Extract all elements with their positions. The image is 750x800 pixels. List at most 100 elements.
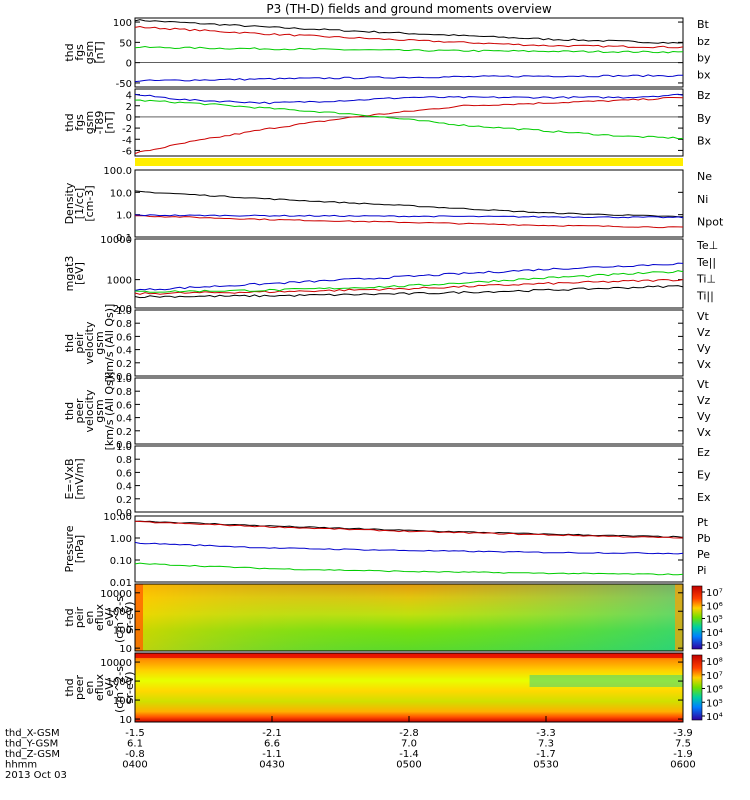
y-tick-label: 0.4: [116, 346, 132, 357]
y-tick-label: 0.0: [116, 440, 132, 451]
y-axis-label: en: [83, 611, 96, 625]
panel-3: 100.0 10.0 1.0 0.1 Density[1/cc][cm-3] Ne Ni Np…: [63, 166, 724, 244]
colorbar-tick-label: 10⁶: [706, 685, 723, 696]
panel-frame: [134, 583, 684, 652]
series-Bx: [134, 93, 684, 105]
y-axis-label: -T89: [93, 111, 106, 135]
y-tick-label: 1.0: [116, 442, 132, 453]
colorbar-9: [691, 585, 703, 650]
y-tick-label: 1.00: [110, 534, 132, 545]
y-axis-label: Pressure: [63, 525, 76, 572]
y-tick-label: -4: [122, 135, 132, 146]
legend-Pt: Pt: [697, 516, 709, 529]
y-tick-label: 0.01: [110, 578, 132, 589]
panel-10: 10⁸ 10⁷ 10⁶ 10⁵ 10⁴ 10000 1000 100 10 thdpeerenef…: [63, 652, 723, 726]
y-axis-label: eflux: [93, 603, 106, 631]
y-tick-label: 0.6: [116, 332, 132, 343]
legend-Vy: Vy: [697, 342, 711, 355]
x-tick-label: -3.3: [536, 728, 556, 739]
y-axis-label: eV/: [103, 678, 116, 696]
y-axis-label: fgs: [73, 44, 86, 61]
y-tick-label: 100: [113, 18, 132, 29]
legend-Ti⊥: Ti⊥: [696, 273, 716, 286]
colorbar-tick-label: 10⁴: [706, 628, 723, 639]
y-axis-label: en: [83, 681, 96, 695]
y-axis-label: peer: [73, 675, 86, 701]
y-tick-label: 10: [119, 715, 132, 726]
y-tick-label: 0.6: [116, 468, 132, 479]
y-axis-label: eflux: [93, 673, 106, 701]
x-tick-label: 0430: [259, 760, 284, 771]
y-tick-label: 0.8: [116, 319, 132, 330]
y-tick-label: 0.6: [116, 400, 132, 411]
colorbar-10: [691, 654, 703, 721]
x-tick-label: 6.1: [127, 739, 143, 750]
panel-7: 1.0 0.8 0.6 0.4 0.2 0.0 E=-VxB[mV/m] Ez Ey Ex: [63, 442, 711, 519]
legend-Vy: Vy: [697, 410, 711, 423]
y-axis-label: Density: [63, 182, 76, 224]
x-tick-label: -1.5: [125, 728, 145, 739]
colorbar-tick-label: 10⁷: [706, 671, 723, 682]
y-axis-label: thd: [63, 113, 76, 131]
y-tick-label: 10000: [100, 235, 132, 246]
series-Bz: [134, 97, 684, 155]
panel-5: 1.0 0.8 0.6 0.4 0.2 0.0 thdpeirvelocitygsm[km/…: [63, 304, 712, 383]
y-axis-label: gsm: [83, 41, 96, 64]
x-tick-label: 0530: [533, 760, 558, 771]
colorbar-tick-label: 10⁷: [706, 588, 723, 599]
y-axis-label: E=-VxB: [63, 458, 76, 499]
x-tick-label: -3.9: [673, 728, 693, 739]
legend-by: by: [697, 52, 711, 65]
legend-Vx: Vx: [697, 426, 712, 439]
series-Ti||: [134, 270, 684, 293]
colorbar-tick-label: 10⁸: [706, 657, 723, 668]
legend-Bx: Bx: [697, 135, 712, 148]
y-axis-label: eV/: [103, 608, 116, 626]
series-Ne: [135, 215, 684, 229]
colorbar-tick-label: 10⁵: [706, 698, 723, 709]
series-Bt: [134, 19, 684, 44]
y-axis-label: sr-eV): [123, 671, 136, 703]
y-tick-label: 0: [126, 59, 132, 70]
quality-flag-bar: [135, 158, 683, 166]
y-axis-label: gsm: [93, 399, 106, 422]
x-tick-label: -1.9: [673, 749, 693, 760]
legend-Ne: Ne: [697, 170, 712, 183]
y-tick-label: 100: [113, 696, 132, 707]
y-tick-label: 0.4: [116, 482, 132, 493]
x-tick-label: -1.4: [399, 749, 419, 760]
ion-flux-leading-edge: [135, 584, 143, 651]
x-tick-label: 7.3: [538, 739, 554, 750]
y-axis-label: [1/cc]: [73, 188, 86, 219]
legend-Ti||: Ti||: [696, 290, 714, 303]
y-tick-label: 10000: [100, 658, 132, 669]
y-tick-label: 2: [126, 102, 132, 113]
legend-Vx: Vx: [697, 358, 712, 371]
colorbar-tick-label: 10⁶: [706, 601, 723, 612]
panel-frame: [134, 377, 684, 445]
y-tick-label: 1000: [107, 276, 132, 287]
legend-Vt: Vt: [697, 378, 710, 391]
legend-Te⊥: Te⊥: [696, 239, 718, 252]
y-axis-label: sr-eV): [123, 601, 136, 633]
y-axis-label: thd: [63, 43, 76, 61]
y-tick-label: 4: [126, 91, 132, 102]
series-bx: [134, 74, 683, 83]
y-tick-label: 0.8: [116, 455, 132, 466]
electron-flux-green-band: [529, 675, 683, 687]
series-Te⊥: [134, 278, 684, 295]
panel-6: 1.0 0.8 0.6 0.4 0.2 0.0 thdpeervelocitygsm[km/…: [63, 372, 712, 451]
ion-flux-time-variation: [135, 584, 683, 651]
y-tick-label: 1.0: [116, 211, 132, 222]
legend-Ey: Ey: [697, 468, 711, 481]
y-tick-label: 1.0: [116, 374, 132, 385]
panel-frame: [134, 445, 684, 513]
legend-bz: bz: [697, 35, 710, 48]
series-Pb: [134, 520, 684, 539]
x-tick-label: 7.5: [675, 739, 691, 750]
y-axis-label: (cm^2-s-: [113, 592, 126, 643]
legend-Pe: Pe: [697, 548, 710, 561]
legend-By: By: [697, 112, 712, 125]
